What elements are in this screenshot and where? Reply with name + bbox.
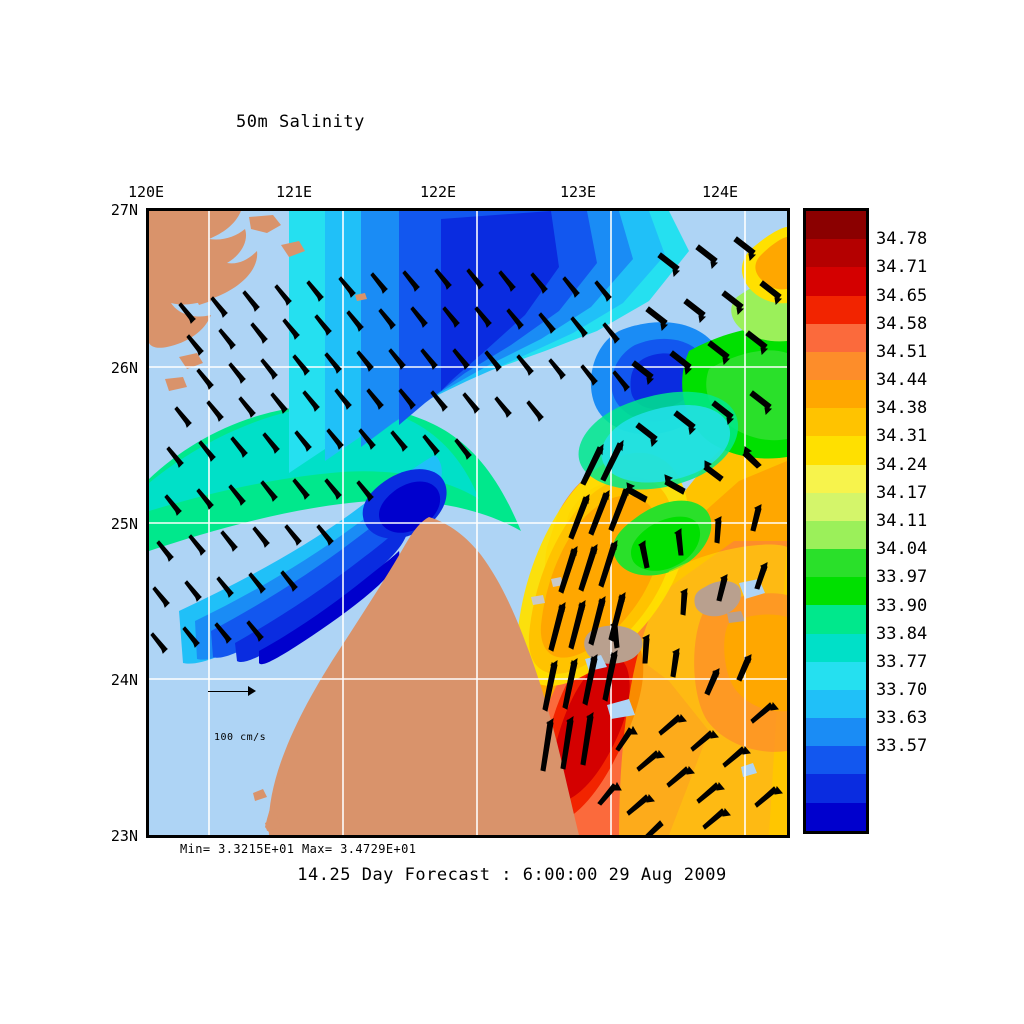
y-tick-25n: 25N bbox=[110, 515, 138, 533]
colorbar-band bbox=[806, 380, 866, 409]
colorbar-band bbox=[806, 774, 866, 803]
colorbar-band bbox=[806, 746, 866, 775]
colorbar-label-34-17: 34.17 bbox=[876, 482, 928, 503]
colorbar-band bbox=[806, 802, 866, 831]
colorbar-label-34-31: 34.31 bbox=[876, 426, 928, 447]
x-tick-123e: 123E bbox=[559, 183, 597, 201]
y-tick-24n: 24N bbox=[110, 671, 138, 689]
page-title: 50m Salinity bbox=[236, 112, 365, 132]
colorbar bbox=[803, 208, 869, 834]
colorbar-label-34-51: 34.51 bbox=[876, 341, 928, 362]
colorbar-band bbox=[806, 211, 866, 240]
salinity-contour-field bbox=[149, 211, 787, 835]
colorbar-band bbox=[806, 633, 866, 662]
colorbar-label-33-70: 33.70 bbox=[876, 680, 928, 701]
colorbar-band bbox=[806, 295, 866, 324]
vector-scale-label: 100 cm/s bbox=[214, 732, 267, 743]
colorbar-band bbox=[806, 464, 866, 493]
x-tick-121e: 121E bbox=[275, 183, 313, 201]
colorbar-label-34-04: 34.04 bbox=[876, 539, 928, 560]
x-tick-124e: 124E bbox=[701, 183, 739, 201]
colorbar-label-33-97: 33.97 bbox=[876, 567, 928, 588]
colorbar-band bbox=[806, 239, 866, 268]
colorbar-band bbox=[806, 661, 866, 690]
colorbar-label-34-71: 34.71 bbox=[876, 257, 928, 278]
colorbar-label-34-78: 34.78 bbox=[876, 229, 928, 250]
y-tick-27n: 27N bbox=[110, 201, 138, 219]
x-tick-120e: 120E bbox=[127, 183, 165, 201]
colorbar-band bbox=[806, 408, 866, 437]
min-max-annotation: Min= 3.3215E+01 Max= 3.4729E+01 bbox=[180, 842, 417, 856]
arrow-right-icon bbox=[208, 691, 254, 692]
colorbar-band bbox=[806, 267, 866, 296]
colorbar-label-34-44: 34.44 bbox=[876, 370, 928, 391]
colorbar-label-34-38: 34.38 bbox=[876, 398, 928, 419]
colorbar-label-33-63: 33.63 bbox=[876, 708, 928, 729]
colorbar-label-34-58: 34.58 bbox=[876, 313, 928, 334]
colorbar-band bbox=[806, 549, 866, 578]
colorbar-label-34-24: 34.24 bbox=[876, 454, 928, 475]
colorbar-tick-labels: 34.78 34.71 34.65 34.58 34.51 34.44 34.38 34.31… bbox=[876, 208, 996, 834]
colorbar-band bbox=[806, 689, 866, 719]
colorbar-label-33-84: 33.84 bbox=[876, 623, 928, 644]
colorbar-band bbox=[806, 492, 866, 521]
y-tick-23n: 23N bbox=[110, 827, 138, 845]
colorbar-label-34-11: 34.11 bbox=[876, 511, 928, 531]
x-tick-122e: 122E bbox=[419, 183, 457, 201]
colorbar-band bbox=[806, 351, 866, 381]
colorbar-band bbox=[806, 577, 866, 606]
colorbar-band bbox=[806, 436, 866, 465]
y-tick-26n: 26N bbox=[110, 359, 138, 377]
forecast-caption: 14.25 Day Forecast : 6:00:00 29 Aug 2009 bbox=[297, 865, 727, 885]
arrow-head-icon bbox=[248, 686, 256, 696]
colorbar-label-33-77: 33.77 bbox=[876, 651, 928, 672]
colorbar-label-33-90: 33.90 bbox=[876, 595, 928, 616]
colorbar-band bbox=[806, 323, 866, 352]
colorbar-label-33-57: 33.57 bbox=[876, 736, 928, 757]
map-plot-area[interactable] bbox=[146, 208, 790, 838]
colorbar-band bbox=[806, 520, 866, 550]
colorbar-band bbox=[806, 605, 866, 634]
colorbar-label-34-65: 34.65 bbox=[876, 285, 928, 306]
colorbar-band bbox=[806, 718, 866, 747]
current-vector-overlay bbox=[150, 236, 783, 835]
